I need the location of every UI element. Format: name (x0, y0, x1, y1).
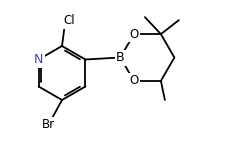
Text: N: N (34, 53, 43, 66)
Text: Br: Br (41, 119, 55, 131)
Text: O: O (129, 74, 138, 87)
Text: O: O (129, 28, 138, 41)
Text: B: B (116, 51, 125, 64)
Text: Cl: Cl (63, 15, 75, 27)
